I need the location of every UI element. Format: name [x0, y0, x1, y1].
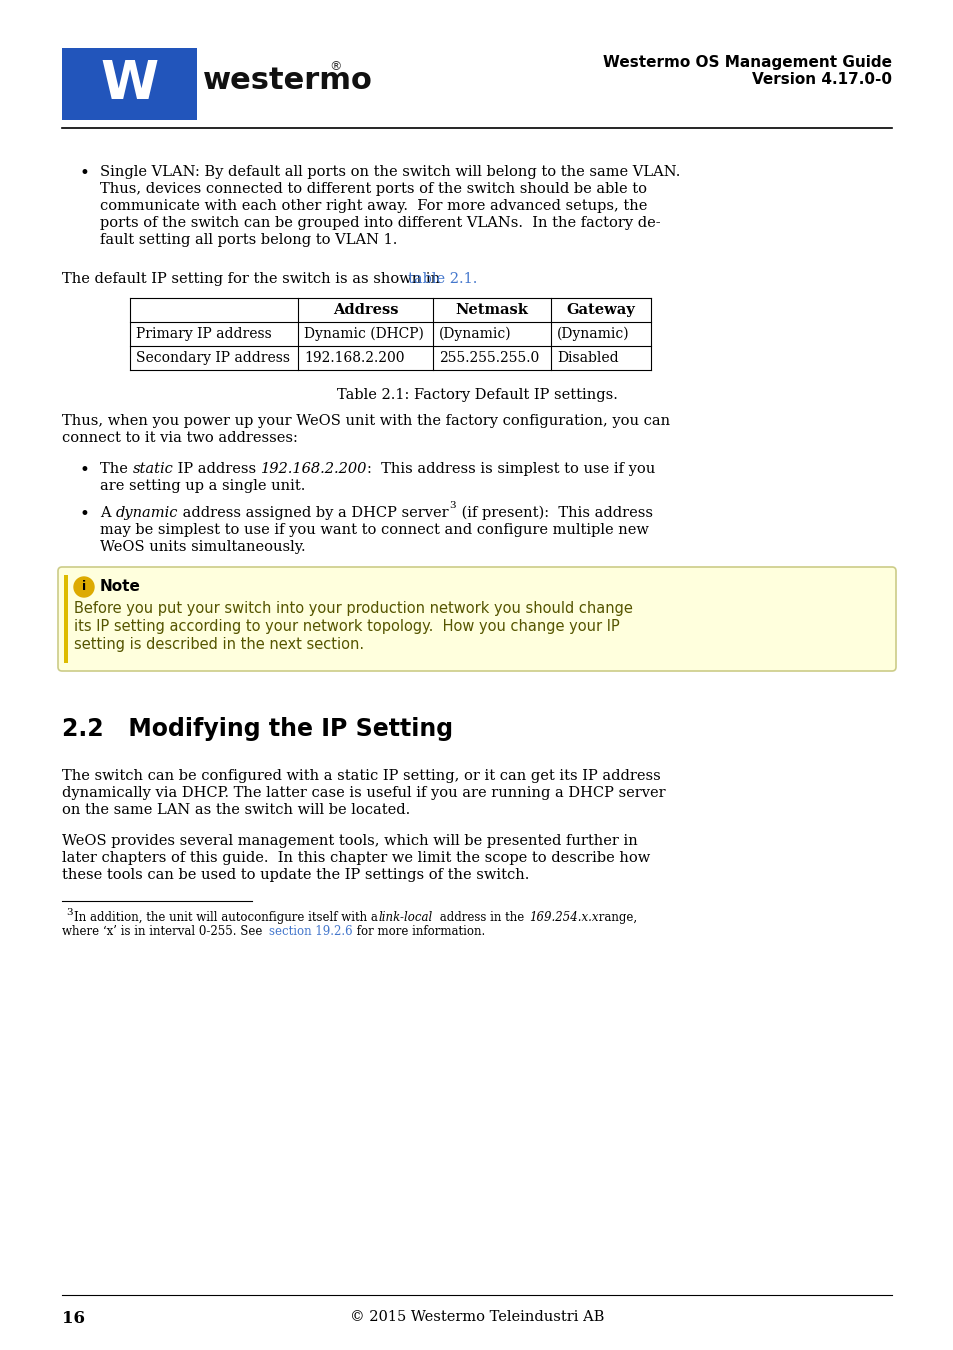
Text: Netmask: Netmask: [456, 302, 528, 317]
Text: for more information.: for more information.: [353, 925, 485, 938]
Text: WeOS provides several management tools, which will be presented further in: WeOS provides several management tools, …: [62, 834, 638, 848]
Bar: [64, 575, 68, 663]
Text: Gateway: Gateway: [566, 302, 635, 317]
Text: setting is described in the next section.: setting is described in the next section…: [74, 637, 364, 652]
Text: these tools can be used to update the IP settings of the switch.: these tools can be used to update the IP…: [62, 868, 529, 882]
Text: 16: 16: [62, 1310, 85, 1327]
Text: dynamic: dynamic: [115, 506, 177, 520]
Text: Thus, when you power up your WeOS unit with the factory configuration, you can: Thus, when you power up your WeOS unit w…: [62, 414, 669, 428]
Text: Westermo OS Management Guide: Westermo OS Management Guide: [602, 55, 891, 70]
Text: Version 4.17.0-0: Version 4.17.0-0: [751, 72, 891, 86]
Text: table 2.1.: table 2.1.: [408, 271, 476, 286]
Text: A: A: [100, 506, 115, 520]
Text: Before you put your switch into your production network you should change: Before you put your switch into your pro…: [74, 601, 632, 616]
Text: :  This address is simplest to use if you: : This address is simplest to use if you: [367, 462, 655, 477]
Text: 3: 3: [449, 501, 456, 510]
Text: 169.254.x.x: 169.254.x.x: [529, 911, 598, 923]
Text: W: W: [100, 58, 158, 109]
Text: 192.168.2.200: 192.168.2.200: [261, 462, 367, 477]
Text: Table 2.1: Factory Default IP settings.: Table 2.1: Factory Default IP settings.: [336, 387, 617, 402]
Text: 2.2   Modifying the IP Setting: 2.2 Modifying the IP Setting: [62, 717, 453, 741]
Text: static: static: [132, 462, 173, 477]
Text: Address: Address: [333, 302, 397, 317]
Text: (if present):  This address: (if present): This address: [456, 506, 653, 520]
Text: •: •: [80, 462, 90, 479]
Text: its IP setting according to your network topology.  How you change your IP: its IP setting according to your network…: [74, 620, 619, 634]
Text: The: The: [100, 462, 132, 477]
Text: © 2015 Westermo Teleindustri AB: © 2015 Westermo Teleindustri AB: [350, 1310, 603, 1324]
Text: may be simplest to use if you want to connect and configure multiple new: may be simplest to use if you want to co…: [100, 522, 648, 537]
Text: (Dynamic): (Dynamic): [438, 327, 511, 342]
Text: Primary IP address: Primary IP address: [136, 327, 272, 342]
Text: WeOS units simultaneously.: WeOS units simultaneously.: [100, 540, 305, 553]
Text: westermo: westermo: [203, 66, 373, 95]
Text: Single VLAN: By default all ports on the switch will belong to the same VLAN.: Single VLAN: By default all ports on the…: [100, 165, 679, 180]
Text: section 19.2.6: section 19.2.6: [269, 925, 353, 938]
Text: Note: Note: [100, 579, 141, 594]
Text: 192.168.2.200: 192.168.2.200: [304, 351, 404, 364]
Circle shape: [74, 576, 94, 597]
Text: •: •: [80, 165, 90, 182]
Text: In addition, the unit will autoconfigure itself with a: In addition, the unit will autoconfigure…: [74, 911, 381, 923]
Bar: [62, 49, 196, 120]
Text: connect to it via two addresses:: connect to it via two addresses:: [62, 431, 297, 446]
Text: address in the: address in the: [436, 911, 527, 923]
Text: Thus, devices connected to different ports of the switch should be able to: Thus, devices connected to different por…: [100, 182, 646, 196]
Text: i: i: [82, 580, 86, 594]
Text: communicate with each other right away.  For more advanced setups, the: communicate with each other right away. …: [100, 198, 647, 213]
Text: IP address: IP address: [173, 462, 261, 477]
Text: 3: 3: [66, 909, 72, 917]
Text: address assigned by a DHCP server: address assigned by a DHCP server: [177, 506, 448, 520]
Text: The default IP setting for the switch is as shown in: The default IP setting for the switch is…: [62, 271, 444, 286]
Text: ports of the switch can be grouped into different VLANs.  In the factory de-: ports of the switch can be grouped into …: [100, 216, 659, 230]
Text: ®: ®: [329, 59, 341, 73]
Text: Secondary IP address: Secondary IP address: [136, 351, 290, 364]
Text: Disabled: Disabled: [557, 351, 618, 364]
Text: (Dynamic): (Dynamic): [557, 327, 629, 342]
Text: on the same LAN as the switch will be located.: on the same LAN as the switch will be lo…: [62, 803, 410, 817]
Text: are setting up a single unit.: are setting up a single unit.: [100, 479, 305, 493]
Text: The switch can be configured with a static IP setting, or it can get its IP addr: The switch can be configured with a stat…: [62, 769, 660, 783]
Text: Dynamic (DHCP): Dynamic (DHCP): [304, 327, 423, 342]
Text: later chapters of this guide.  In this chapter we limit the scope to describe ho: later chapters of this guide. In this ch…: [62, 850, 650, 865]
Text: 255.255.255.0: 255.255.255.0: [438, 351, 538, 364]
Text: fault setting all ports belong to VLAN 1.: fault setting all ports belong to VLAN 1…: [100, 234, 397, 247]
Text: where ‘x’ is in interval 0-255. See: where ‘x’ is in interval 0-255. See: [62, 925, 266, 938]
Text: range,: range,: [595, 911, 637, 923]
FancyBboxPatch shape: [58, 567, 895, 671]
Text: •: •: [80, 506, 90, 522]
Text: link-local: link-local: [378, 911, 433, 923]
Text: dynamically via DHCP. The latter case is useful if you are running a DHCP server: dynamically via DHCP. The latter case is…: [62, 786, 665, 801]
